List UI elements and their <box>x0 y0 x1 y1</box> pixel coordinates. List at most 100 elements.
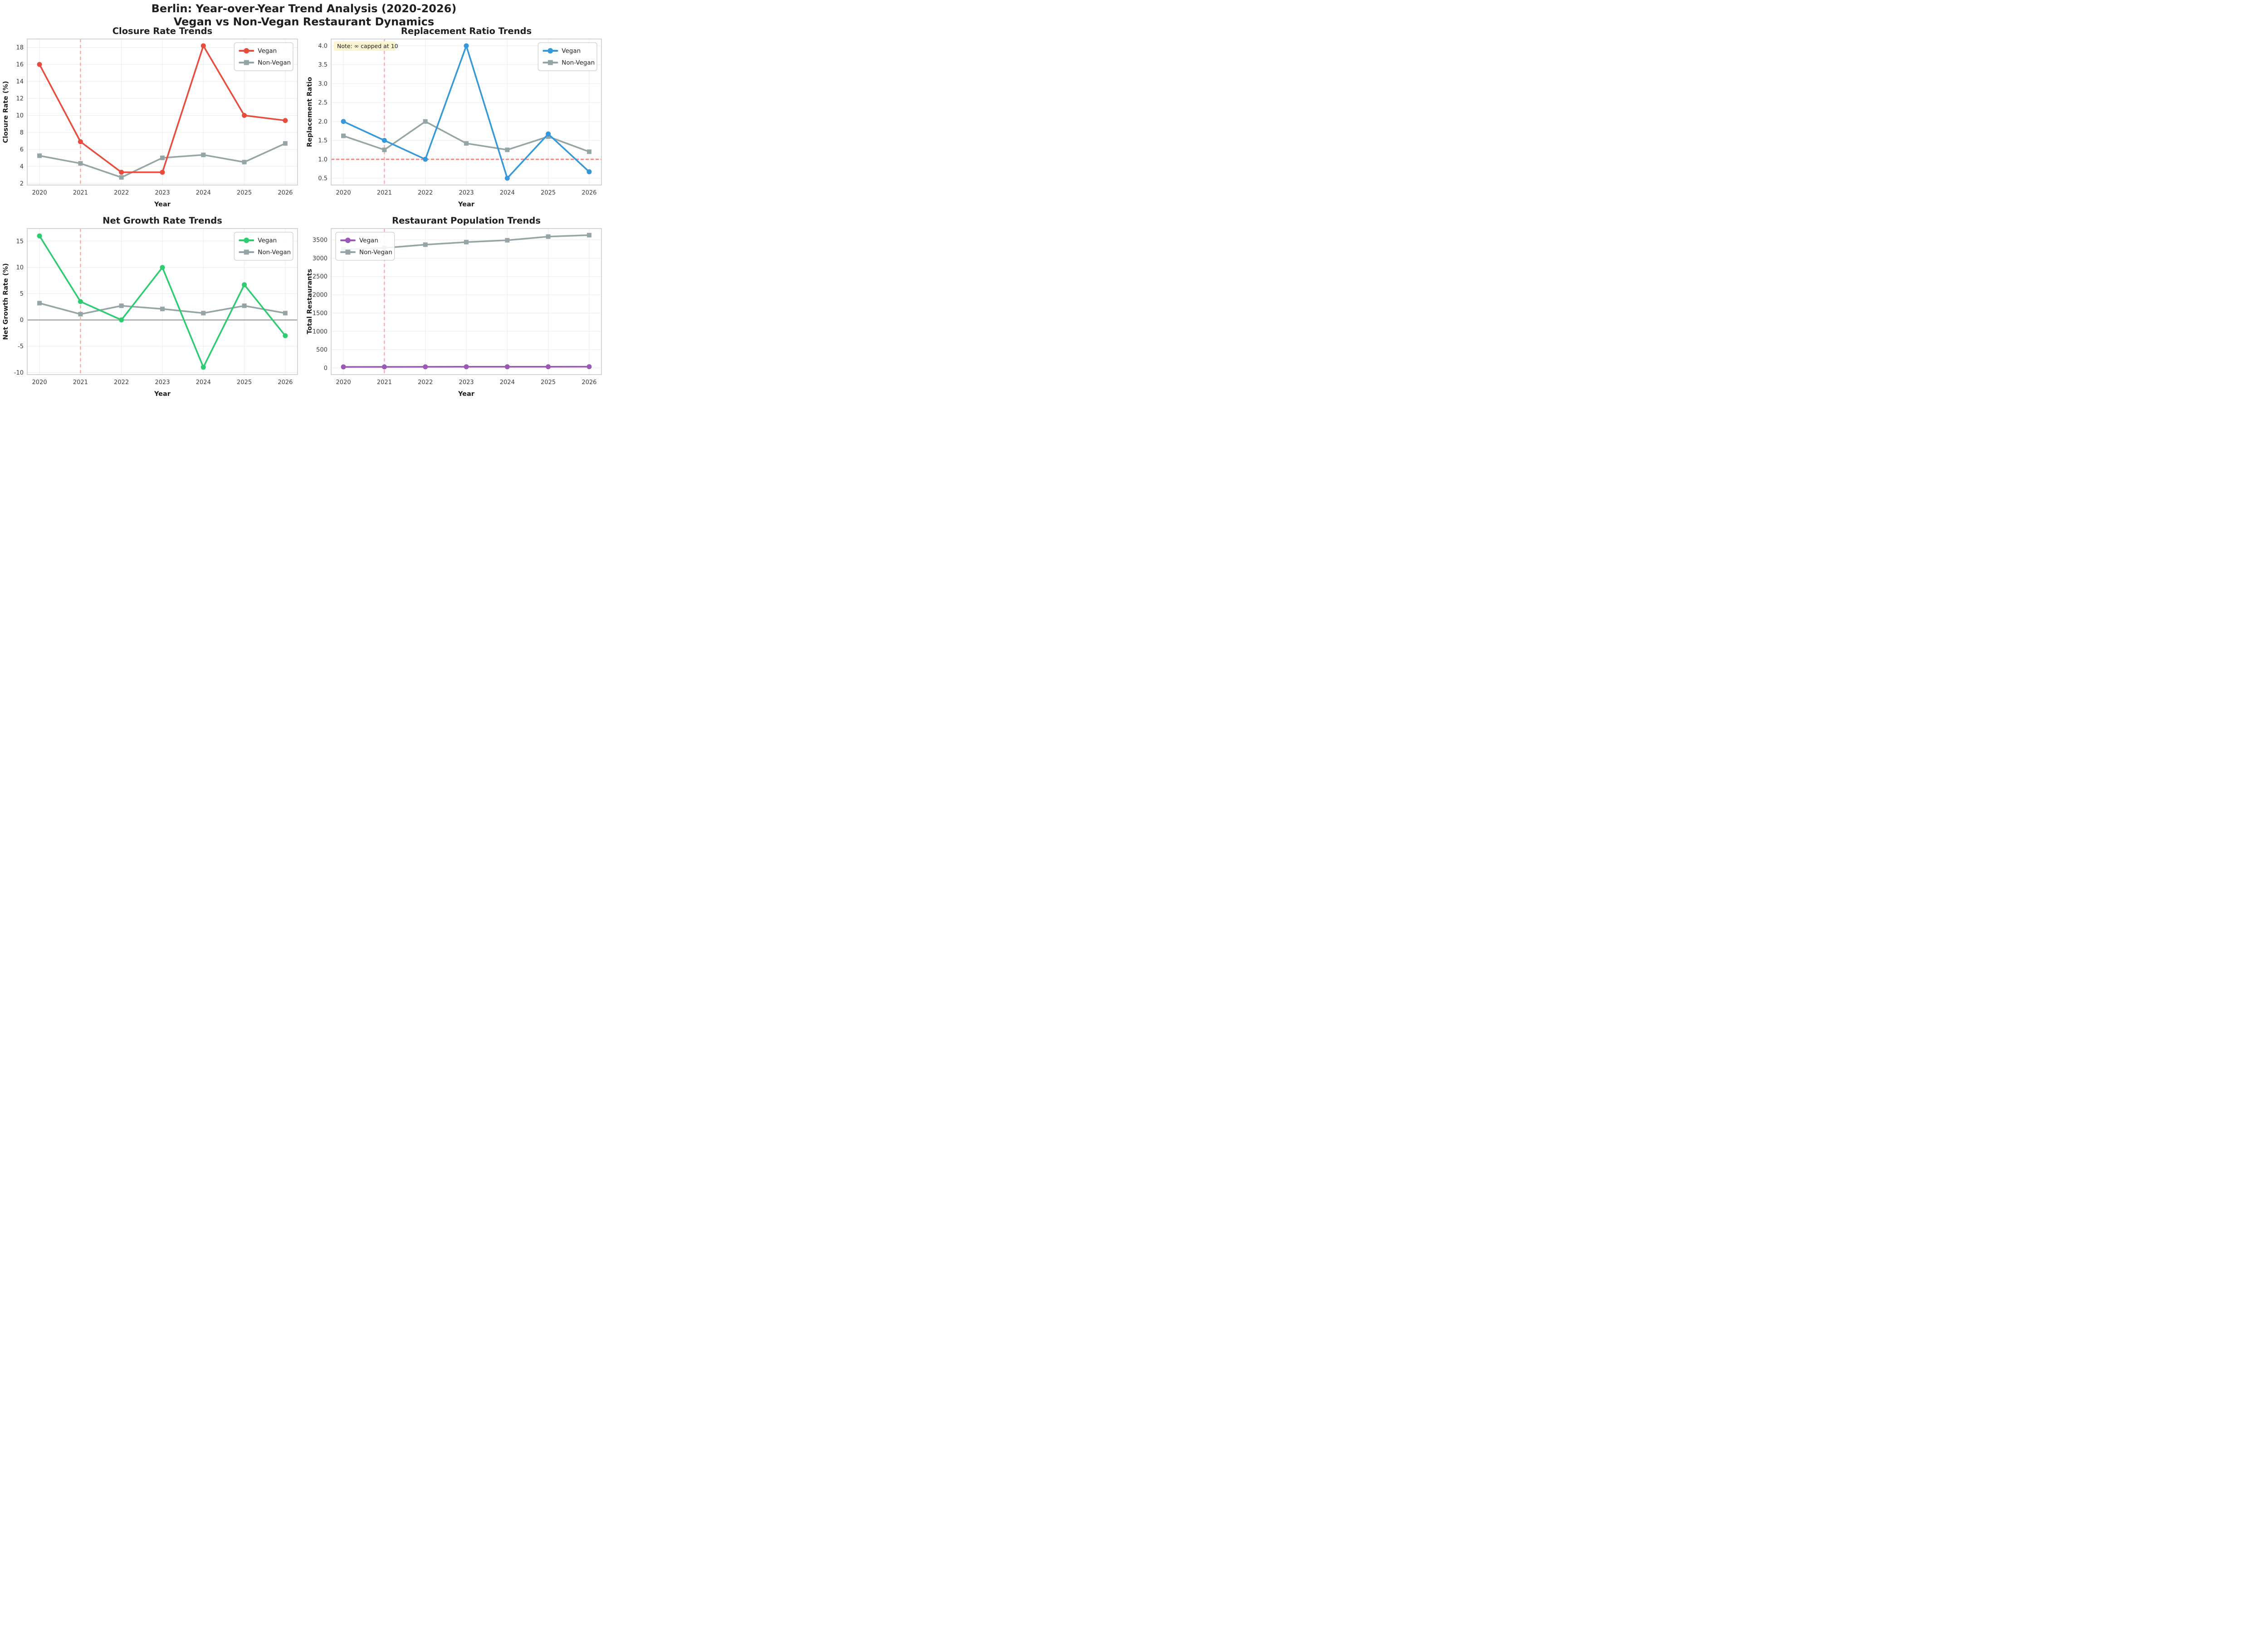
y-tick-label: 2 <box>20 180 24 187</box>
x-tick-label: 2022 <box>418 379 433 386</box>
x-tick-label: 2026 <box>582 379 596 386</box>
legend-marker-circle-icon <box>244 48 249 54</box>
y-tick-label: 6 <box>20 146 24 153</box>
x-tick-label: 2025 <box>541 190 556 196</box>
x-axis-label: Year <box>458 201 475 208</box>
x-tick-label: 2024 <box>196 379 211 386</box>
legend-label: Non-Vegan <box>258 249 291 256</box>
x-axis-label: Year <box>154 201 171 208</box>
note-text: Note: ∞ capped at 10 <box>337 43 398 49</box>
x-tick-labels: 2020 2021 2022 2023 2024 2025 2026 <box>336 379 597 386</box>
figure-suptitle: Berlin: Year-over-Year Trend Analysis (2… <box>0 2 608 29</box>
y-axis-label: Total Restaurants <box>306 269 313 334</box>
legend: Vegan Non-Vegan <box>234 42 293 71</box>
x-tick-label: 2025 <box>541 379 556 386</box>
y-tick-label: 18 <box>16 44 24 51</box>
y-tick-label: 3.5 <box>318 62 327 68</box>
y-tick-label: 3500 <box>313 237 327 244</box>
y-tick-label: 12 <box>16 96 24 102</box>
x-tick-label: 2023 <box>459 190 474 196</box>
legend-marker-square-icon <box>244 249 249 255</box>
series-markers-non-vegan <box>37 301 288 317</box>
y-tick-label: 15 <box>16 238 24 245</box>
y-tick-label: 2500 <box>313 273 327 280</box>
x-axis-label: Year <box>458 390 475 398</box>
y-tick-label: 2.5 <box>318 100 327 107</box>
y-tick-label: 16 <box>16 62 24 68</box>
y-axis-label: Net Growth Rate (%) <box>2 263 10 340</box>
legend-label: Vegan <box>359 237 378 244</box>
x-tick-label: 2021 <box>73 379 88 386</box>
y-tick-label: 1.5 <box>318 137 327 144</box>
y-tick-label: 3.0 <box>318 81 327 88</box>
chart-closure-rate-trends: 2020 2021 2022 2023 2024 2025 2026 2 4 6 8 10 12 14 16… <box>1 25 303 212</box>
x-tick-label: 2026 <box>582 190 596 196</box>
chart-title: Closure Rate Trends <box>112 26 212 36</box>
y-tick-label: 0 <box>20 317 24 324</box>
legend-marker-circle-icon <box>547 48 553 54</box>
y-tick-label: 5 <box>20 291 24 297</box>
x-tick-label: 2022 <box>418 190 433 196</box>
plot-border <box>331 39 602 185</box>
legend-marker-square-icon <box>547 60 553 65</box>
legend-box <box>335 232 395 261</box>
chart-svg: 2020 2021 2022 2023 2024 2025 2026 0.5 1.0 1.5 2.0… <box>306 26 602 208</box>
legend-label: Vegan <box>562 48 581 55</box>
series-markers-non-vegan <box>341 119 591 154</box>
x-axis-label: Year <box>154 390 171 398</box>
y-tick-label: 14 <box>16 78 24 85</box>
y-tick-label: 8 <box>20 129 24 136</box>
figure: Berlin: Year-over-Year Trend Analysis (2… <box>0 0 608 407</box>
chart-svg: 2020 2021 2022 2023 2024 2025 2026 2 4 6 8 10 12 14 16… <box>2 26 298 208</box>
chart-replacement-ratio-trends: 2020 2021 2022 2023 2024 2025 2026 0.5 1.0 1.5 2.0… <box>305 25 607 212</box>
x-tick-label: 2025 <box>237 190 252 196</box>
legend-marker-circle-icon <box>345 238 351 243</box>
legend-box <box>538 42 597 71</box>
x-tick-label: 2023 <box>155 190 170 196</box>
y-tick-label: 4 <box>20 163 24 170</box>
x-tick-label: 2020 <box>336 190 351 196</box>
y-tick-label: 2000 <box>313 292 327 299</box>
chart-title: Restaurant Population Trends <box>392 215 541 226</box>
suptitle-line2: Vegan vs Non-Vegan Restaurant Dynamics <box>173 15 435 28</box>
x-tick-label: 2021 <box>377 190 392 196</box>
note-box <box>334 41 396 51</box>
y-axis-label: Replacement Ratio <box>306 77 313 147</box>
y-tick-label: 10 <box>16 264 24 271</box>
x-tick-label: 2024 <box>500 379 515 386</box>
chart-title: Replacement Ratio Trends <box>401 26 532 36</box>
x-tick-labels: 2020 2021 2022 2023 2024 2025 2026 <box>32 379 293 386</box>
x-tick-labels: 2020 2021 2022 2023 2024 2025 2026 <box>32 190 293 196</box>
x-tick-label: 2024 <box>500 190 515 196</box>
x-tick-label: 2025 <box>237 379 252 386</box>
x-tick-label: 2023 <box>155 379 170 386</box>
y-tick-labels: 0.5 1.0 1.5 2.0 2.5 3.0 3.5 4.0 <box>318 43 327 182</box>
chart-restaurant-population-trends: 2020 2021 2022 2023 2024 2025 2026 0 500 1000 1500… <box>305 215 607 401</box>
x-tick-label: 2024 <box>196 190 211 196</box>
legend-box <box>234 232 293 261</box>
legend-marker-circle-icon <box>244 238 249 243</box>
series-markers-vegan <box>341 364 592 370</box>
x-tick-label: 2022 <box>114 190 129 196</box>
x-tick-label: 2021 <box>377 379 392 386</box>
grid <box>27 39 298 185</box>
legend-label: Vegan <box>258 48 277 55</box>
y-tick-label: 4.0 <box>318 43 327 50</box>
y-tick-label: -5 <box>18 343 24 350</box>
y-tick-label: 10 <box>16 112 24 119</box>
legend: Vegan Non-Vegan <box>234 232 293 261</box>
suptitle-line1: Berlin: Year-over-Year Trend Analysis (2… <box>151 2 457 15</box>
legend-marker-square-icon <box>345 249 351 255</box>
plot-border <box>27 39 298 185</box>
y-tick-label: 2.0 <box>318 118 327 125</box>
x-tick-label: 2021 <box>73 190 88 196</box>
x-tick-label: 2020 <box>32 190 47 196</box>
series-markers-non-vegan <box>37 141 288 180</box>
y-tick-label: 0.5 <box>318 175 327 182</box>
y-tick-label: 1.0 <box>318 156 327 163</box>
y-tick-labels: -10 -5 0 5 10 15 <box>14 238 24 376</box>
chart-svg: 2020 2021 2022 2023 2024 2025 2026 0 500 1000 1500… <box>306 215 602 398</box>
y-tick-label: 1000 <box>313 328 327 335</box>
series-markers-vegan <box>37 233 288 370</box>
legend-label: Non-Vegan <box>258 59 291 67</box>
